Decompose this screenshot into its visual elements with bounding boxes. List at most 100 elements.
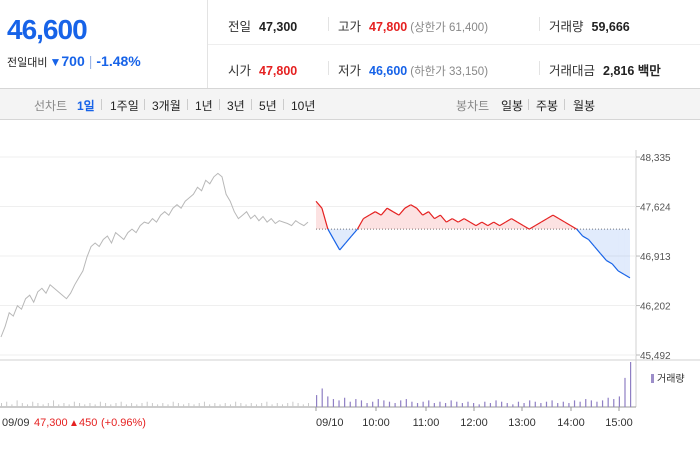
tab-3year[interactable]: 3년 xyxy=(227,99,245,113)
intraday-chart: 48,335 47,624 46,913 46,202 45,492 09/10 10:0… xyxy=(0,120,700,450)
x-tick-label: 13:00 xyxy=(508,417,536,429)
today-price-segment xyxy=(392,211,400,216)
tab-daily-candle[interactable]: 일봉 xyxy=(501,99,524,113)
gain-area xyxy=(505,218,512,230)
today-price-segment xyxy=(333,239,341,251)
prev-day-volume-bar xyxy=(281,404,283,407)
prev-day-volume-bar xyxy=(271,404,273,407)
gain-area xyxy=(446,218,453,230)
today-price-segment xyxy=(599,253,607,261)
today-volume-bar xyxy=(573,400,576,407)
today-price-segment xyxy=(499,221,506,227)
today-volume-bar xyxy=(501,401,503,407)
today-price-segment xyxy=(398,207,406,216)
today-volume-bar xyxy=(332,399,335,407)
today-volume-bar xyxy=(372,401,374,407)
tab-10year[interactable]: 10년 xyxy=(291,99,316,113)
tab-1year[interactable]: 1년 xyxy=(195,99,213,113)
prev-day-volume-bar xyxy=(37,403,39,407)
prev-day-volume-bar xyxy=(16,400,18,407)
today-volume-bar xyxy=(377,399,379,407)
tab-divider xyxy=(528,99,529,110)
prev-close-label: 전일 xyxy=(228,20,252,34)
prev-day-volume-bar xyxy=(308,403,309,407)
today-volume-bar xyxy=(579,401,581,407)
current-price: 46,600 xyxy=(7,14,88,45)
prev-day-volume-bar xyxy=(73,401,75,407)
prev-day-volume-bar xyxy=(94,404,96,407)
prev-day-change-pct: (+0.96%) xyxy=(101,417,146,429)
gain-area xyxy=(481,222,488,230)
lower-limit-value: 33,150) xyxy=(449,66,489,78)
gain-area xyxy=(552,215,559,230)
today-volume-bar xyxy=(439,401,441,407)
prev-day-volume-bar xyxy=(219,404,221,407)
gain-area xyxy=(434,215,441,230)
prev-day-volume-bar xyxy=(235,401,237,407)
today-price-segment xyxy=(528,225,536,230)
prev-day-volume-bar xyxy=(99,401,101,407)
price-summary: 46,600 전일대비 ▼700 | -1.48% xyxy=(0,0,208,88)
prev-day-volume-bar xyxy=(255,404,257,407)
chart-period-tabs: 선차트 1일 1주일 3개월 1년 3년 5년 10년 봉차트 일봉 주봉 월봉 xyxy=(0,89,700,120)
today-price-segment xyxy=(481,221,489,227)
tab-1day[interactable]: 1일 xyxy=(77,99,95,113)
prev-day-volume-bar xyxy=(188,403,190,407)
lower-limit: (하한가 33,150) xyxy=(410,66,488,78)
today-price-segment xyxy=(446,218,453,223)
today-price-segment xyxy=(345,235,353,244)
today-price-segment xyxy=(356,218,364,230)
gain-area xyxy=(393,211,399,230)
volume-label: 거래량 xyxy=(549,20,584,34)
today-price-segment xyxy=(576,228,584,237)
tab-monthly-candle[interactable]: 월봉 xyxy=(573,99,596,113)
today-price-segment xyxy=(469,221,477,227)
quote-header: 46,600 전일대비 ▼700 | -1.48% 전일 47,300 고가 47,800… xyxy=(0,0,700,89)
prev-day-volume-bar xyxy=(250,403,252,407)
tab-1week[interactable]: 1주일 xyxy=(110,99,139,113)
today-price-segment xyxy=(475,221,483,227)
prev-day-volume-bar xyxy=(177,403,179,407)
prev-day-volume-bar xyxy=(84,404,86,407)
gain-area xyxy=(458,218,465,230)
change-percent: -1.48% xyxy=(96,53,141,69)
today-price-segment xyxy=(439,214,447,223)
today-price-segment xyxy=(404,204,412,209)
gain-area xyxy=(547,215,553,230)
tab-divider xyxy=(144,99,145,110)
prev-day-volume-bar xyxy=(146,401,148,407)
volume-value: 59,666 xyxy=(591,20,630,34)
stat-divider xyxy=(539,17,540,31)
gain-area xyxy=(387,208,394,230)
prev-day-volume-bar xyxy=(214,403,216,407)
prev-day-close: 47,300 xyxy=(34,417,68,429)
prev-day-volume-bar xyxy=(209,404,211,407)
prev-day-volume-bar xyxy=(120,401,122,407)
today-volume-bar xyxy=(495,400,497,407)
prev-day-volume-bar xyxy=(266,401,268,407)
gain-area xyxy=(558,218,565,230)
up-arrow-icon: ▲ xyxy=(69,418,79,429)
tab-3month[interactable]: 3개월 xyxy=(152,99,181,113)
gain-area xyxy=(316,201,322,230)
gain-area xyxy=(369,211,376,230)
prev-day-volume-bar xyxy=(21,403,23,407)
stats-row-divider xyxy=(208,44,700,45)
today-volume-bar xyxy=(355,399,357,407)
prev-day-volume-bar xyxy=(157,404,159,407)
prev-day-volume-bar xyxy=(141,403,143,407)
today-volume-bar xyxy=(534,401,536,407)
prev-day-price-line xyxy=(0,172,309,338)
tab-5year[interactable]: 5년 xyxy=(259,99,277,113)
today-volume-bar xyxy=(461,403,463,407)
prev-day-volume-bar xyxy=(224,403,226,407)
prev-day-volume-bar xyxy=(203,401,205,407)
today-volume-bar xyxy=(388,401,391,407)
tab-weekly-candle[interactable]: 주봉 xyxy=(536,99,559,113)
today-volume-bar xyxy=(450,400,452,407)
prev-day-volume-bar xyxy=(297,403,299,407)
change-label: 전일대비 xyxy=(7,57,48,69)
today-price-segment xyxy=(534,221,542,227)
loss-area xyxy=(606,229,613,264)
x-tick-label: 15:00 xyxy=(605,417,633,429)
